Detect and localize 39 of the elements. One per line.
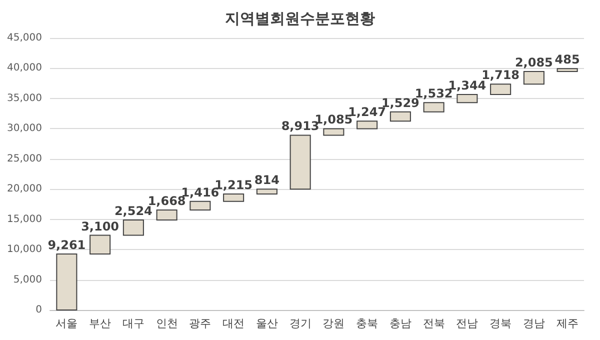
bar: [490, 84, 512, 96]
y-tick-label: 5,000: [13, 274, 42, 286]
data-label: 2,085: [514, 56, 553, 70]
y-tick-label: 30,000: [7, 123, 42, 134]
bar: [423, 102, 444, 112]
y-tick-label: 45,000: [7, 32, 42, 44]
x-tick-label: 인천: [156, 317, 178, 330]
data-label: 485: [554, 52, 580, 67]
data-label: 2,524: [114, 204, 152, 218]
x-tick-label: 대전: [222, 317, 245, 330]
x-tick-label: 광주: [189, 317, 212, 330]
y-tick-label: 20,000: [7, 184, 42, 195]
chart-title: 지역별회원수분포현황: [225, 10, 375, 28]
x-tick-label: 경남: [522, 317, 545, 330]
y-tick-label: 40,000: [7, 62, 42, 74]
data-label: 9,261: [48, 238, 86, 252]
x-tick-label: 전북: [422, 317, 445, 330]
x-tick-label: 충남: [389, 317, 412, 330]
bar: [223, 194, 244, 202]
bar: [390, 111, 411, 122]
x-tick-label: 강원: [322, 317, 345, 330]
x-tick-label: 전남: [456, 317, 478, 330]
x-tick-label: 대구: [122, 317, 144, 330]
data-label: 814: [254, 173, 280, 188]
y-tick-label: 25,000: [7, 153, 42, 164]
y-tick-label: 35,000: [7, 92, 42, 104]
y-tick-label: 0: [36, 304, 42, 316]
x-tick-label: 서울: [56, 317, 78, 330]
x-tick-label: 제주: [556, 317, 578, 330]
x-tick-label: 부산: [89, 317, 112, 330]
y-tick-label: 10,000: [7, 244, 42, 256]
x-tick-label: 울산: [256, 317, 278, 330]
x-tick-label: 충북: [356, 317, 378, 330]
x-tick-label: 경북: [490, 317, 512, 330]
x-tick-label: 경기: [289, 317, 312, 330]
data-label: 3,100: [81, 219, 120, 234]
y-tick-label: 15,000: [7, 214, 42, 225]
bar: [190, 200, 211, 210]
bar: [523, 71, 544, 85]
